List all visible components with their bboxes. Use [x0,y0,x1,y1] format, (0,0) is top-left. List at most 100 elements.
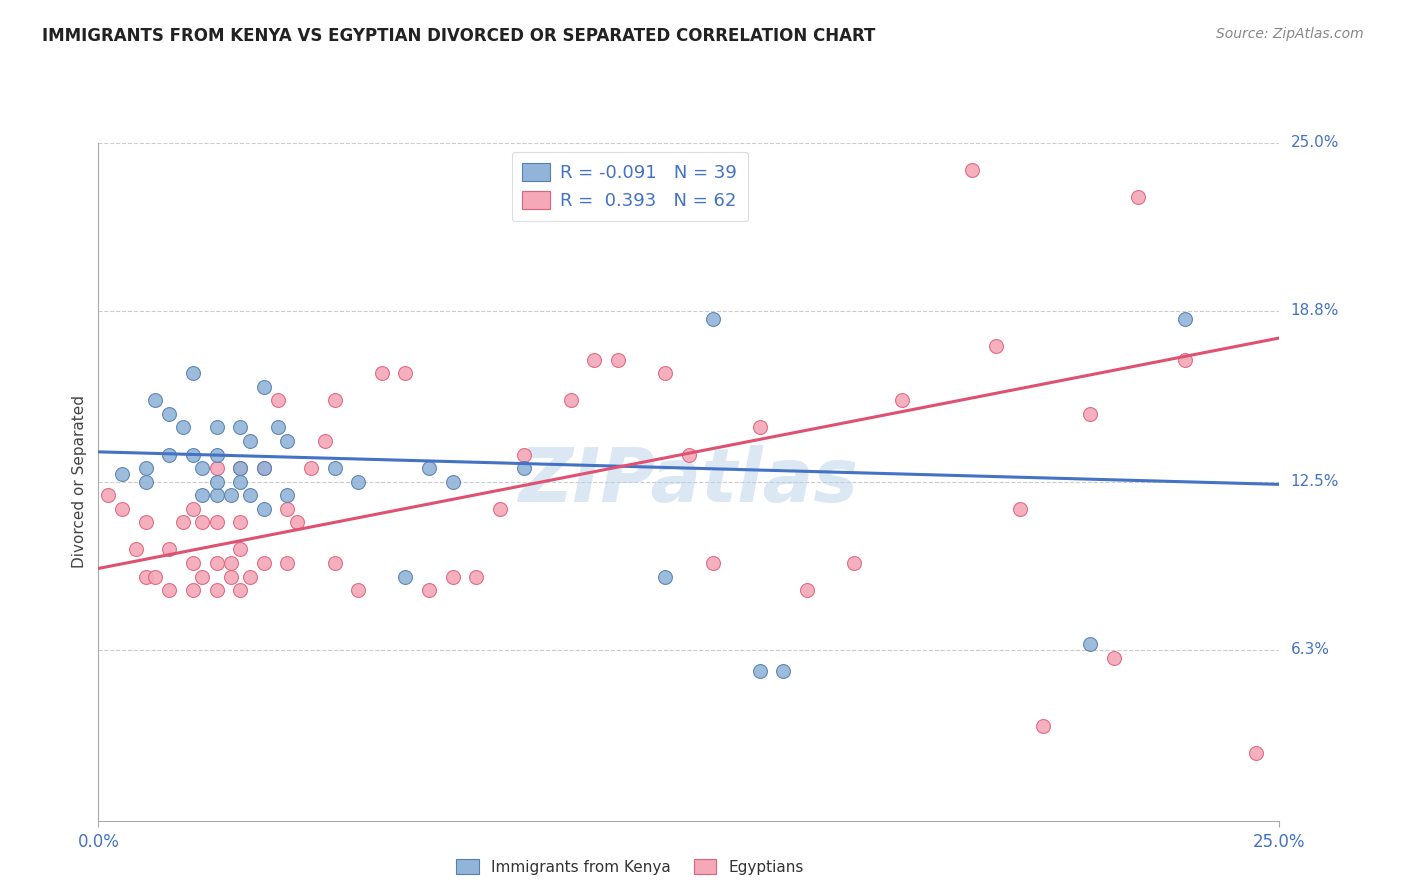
Point [844,556,866,570]
Point [229,516,252,530]
Point [285,516,308,530]
Point [347,475,370,489]
Point [181,501,204,516]
Point [1080,637,1102,651]
Point [654,366,676,380]
Point [890,393,912,408]
Point [267,420,290,434]
Point [1008,501,1031,516]
Point [394,366,416,380]
Point [489,501,512,516]
Point [1174,352,1197,367]
Point [323,556,346,570]
Point [1032,719,1054,733]
Point [181,556,204,570]
Point [323,393,346,408]
Point [205,516,228,530]
Point [229,420,252,434]
Point [441,569,464,583]
Point [205,461,228,475]
Point [702,556,724,570]
Point [560,393,582,408]
Point [157,448,180,462]
Text: 6.3%: 6.3% [1291,642,1330,657]
Point [394,569,416,583]
Point [583,352,606,367]
Text: IMMIGRANTS FROM KENYA VS EGYPTIAN DIVORCED OR SEPARATED CORRELATION CHART: IMMIGRANTS FROM KENYA VS EGYPTIAN DIVORC… [42,27,876,45]
Text: ZIPatlas: ZIPatlas [519,445,859,518]
Point [239,569,262,583]
Point [191,516,214,530]
Point [441,475,464,489]
Point [181,448,204,462]
Point [253,556,276,570]
Text: 18.8%: 18.8% [1291,303,1339,318]
Point [135,461,157,475]
Point [205,583,228,598]
Point [962,162,984,177]
Point [314,434,336,448]
Point [205,420,228,434]
Point [748,420,770,434]
Point [172,516,194,530]
Point [1102,651,1125,665]
Point [157,407,180,421]
Point [135,516,157,530]
Point [205,475,228,489]
Point [239,488,262,502]
Point [229,461,252,475]
Point [772,665,794,679]
Point [347,583,370,598]
Y-axis label: Divorced or Separated: Divorced or Separated [72,395,87,568]
Point [205,488,228,502]
Point [654,569,676,583]
Point [97,488,120,502]
Point [229,461,252,475]
Point [111,467,134,481]
Text: 12.5%: 12.5% [1291,475,1339,489]
Point [229,542,252,557]
Point [418,461,440,475]
Text: Source: ZipAtlas.com: Source: ZipAtlas.com [1216,27,1364,41]
Point [219,556,242,570]
Point [276,488,298,502]
Point [135,475,157,489]
Point [678,448,700,462]
Point [702,312,724,326]
Point [143,569,166,583]
Point [229,475,252,489]
Point [984,339,1007,353]
Point [253,380,276,394]
Legend: Immigrants from Kenya, Egyptians: Immigrants from Kenya, Egyptians [450,853,810,880]
Point [181,583,204,598]
Point [157,583,180,598]
Text: 25.0%: 25.0% [1291,136,1339,150]
Point [253,461,276,475]
Point [299,461,322,475]
Point [229,583,252,598]
Point [172,420,194,434]
Point [125,542,148,557]
Point [465,569,488,583]
Point [253,461,276,475]
Point [1174,312,1197,326]
Point [267,393,290,408]
Point [1080,407,1102,421]
Point [205,448,228,462]
Point [323,461,346,475]
Point [191,569,214,583]
Point [512,448,534,462]
Point [239,434,262,448]
Point [418,583,440,598]
Point [191,488,214,502]
Point [748,665,770,679]
Point [1244,746,1267,760]
Point [512,461,534,475]
Point [181,366,204,380]
Point [607,352,630,367]
Point [157,542,180,557]
Point [371,366,394,380]
Point [135,569,157,583]
Point [111,501,134,516]
Point [276,556,298,570]
